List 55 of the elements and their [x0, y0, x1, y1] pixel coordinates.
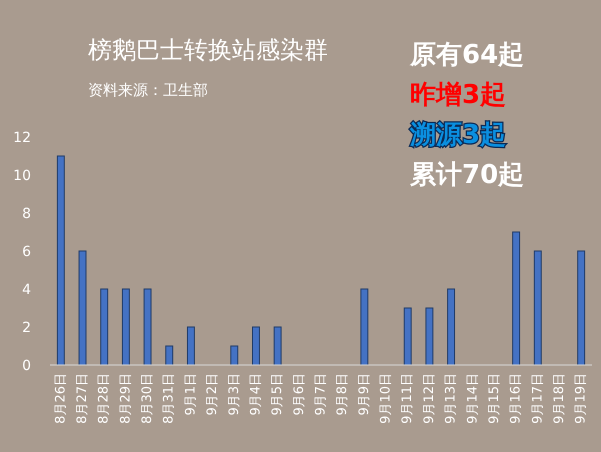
bar [165, 346, 174, 366]
x-tick-label: 9月7日 [314, 373, 328, 416]
bar [425, 308, 434, 366]
y-tick-label: 4 [22, 282, 32, 298]
chart-title: 榜鹅巴士转换站感染群 [88, 36, 328, 64]
x-tick-label: 9月15日 [486, 373, 502, 424]
bar [274, 326, 282, 366]
bar [56, 156, 65, 366]
y-tick-label: 0 [22, 358, 31, 374]
x-tick-label: 8月26日 [53, 373, 68, 424]
bar [100, 288, 108, 366]
x-tick-label: 9月1日 [183, 373, 198, 416]
bar [534, 250, 542, 366]
y-tick-label: 8 [22, 206, 31, 222]
y-tick-label: 10 [13, 168, 31, 184]
x-tick-label: 9月5日 [270, 373, 286, 416]
x-tick-label: 9月2日 [205, 373, 220, 416]
x-tick-label: 8月31日 [162, 373, 177, 424]
bar [186, 326, 195, 366]
x-tick-label: 8月29日 [118, 373, 134, 424]
annotation: 累计70起 [409, 160, 524, 190]
x-tick-label: 9月18日 [552, 373, 567, 424]
x-tick-label: 9月10日 [378, 373, 394, 424]
bar [512, 232, 520, 366]
text: 原有64起 [409, 40, 524, 70]
bar [404, 308, 412, 366]
x-tick-label: 9月16日 [508, 373, 524, 424]
bar [577, 250, 586, 366]
bar [230, 346, 238, 366]
x-tick-label: 9月4日 [248, 373, 264, 416]
y-tick-label: 2 [22, 320, 31, 336]
x-tick-label: 9月19日 [574, 373, 589, 424]
bar [122, 288, 130, 366]
bar [447, 288, 456, 366]
bar [144, 288, 152, 366]
x-tick-label: 9月9日 [356, 373, 372, 416]
chart-subtitle: 资料来源：卫生部 [88, 81, 208, 99]
x-tick-label: 8月27日 [75, 373, 90, 424]
annotation: 溯源3起 [409, 120, 506, 150]
y-tick-label: 12 [13, 130, 31, 146]
x-tick-label: 8月30日 [140, 373, 156, 424]
x-tick-label: 8月28日 [96, 373, 112, 424]
bar [252, 326, 260, 366]
text: 昨增3起 [410, 80, 506, 110]
x-tick-label: 9月8日 [335, 373, 350, 416]
x-tick-label: 9月12日 [422, 373, 437, 424]
x-tick-label: 9月11日 [400, 373, 416, 424]
x-tick-label: 9月13日 [444, 373, 459, 424]
x-tick-label: 9月3日 [226, 373, 242, 416]
bar [78, 250, 86, 366]
bar [360, 288, 368, 366]
y-tick-label: 6 [22, 244, 32, 260]
x-tick-label: 9月6日 [292, 373, 307, 416]
x-tick-label: 9月17日 [530, 373, 546, 424]
x-tick-label: 9月14日 [465, 373, 480, 424]
